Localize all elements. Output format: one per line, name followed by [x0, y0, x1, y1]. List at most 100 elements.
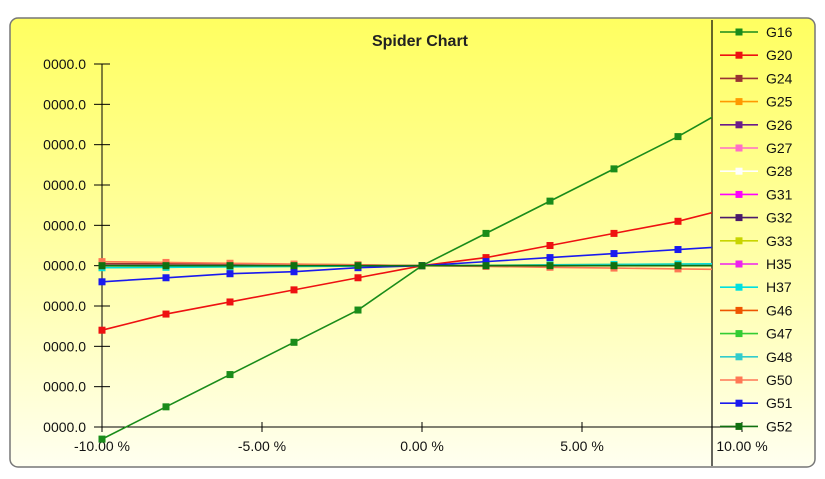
legend-label: H37 [766, 279, 792, 295]
data-point-g20 [226, 298, 234, 306]
legend-label: G31 [766, 186, 793, 202]
legend-swatch-marker [735, 306, 743, 314]
legend-label: G28 [766, 163, 793, 179]
data-point-g16 [610, 165, 618, 173]
legend-label: G16 [766, 24, 793, 40]
legend-swatch-marker [735, 283, 743, 291]
data-point-g52 [290, 262, 298, 270]
legend-swatch-marker [735, 214, 743, 222]
legend-label: G32 [766, 210, 793, 226]
data-point-g51 [674, 246, 682, 254]
data-point-g51 [162, 274, 170, 282]
legend-item-g16: G16 [720, 24, 793, 40]
legend-item-g47: G47 [720, 326, 793, 342]
data-point-g20 [546, 242, 554, 249]
chart-background [9, 17, 816, 468]
data-point-g52 [98, 262, 106, 270]
legend-label: G51 [766, 395, 793, 411]
legend-label: G52 [766, 418, 793, 434]
legend-swatch-marker [735, 376, 743, 384]
data-point-g51 [610, 250, 618, 258]
data-point-g20 [290, 286, 298, 294]
data-point-g52 [418, 262, 426, 270]
data-point-g16 [482, 229, 490, 237]
legend-label: G46 [766, 302, 793, 318]
x-tick-label: 0.00 % [400, 438, 444, 454]
legend-label: G33 [766, 233, 793, 249]
legend-swatch-marker [735, 167, 743, 175]
legend-swatch-marker [735, 144, 743, 152]
data-point-g52 [482, 262, 490, 270]
legend-item-g31: G31 [720, 186, 793, 202]
x-tick-label: 5.00 % [560, 438, 604, 454]
data-point-g20 [354, 274, 362, 282]
legend-swatch-marker [735, 330, 743, 338]
data-point-g20 [98, 326, 106, 334]
legend-item-g33: G33 [720, 233, 793, 249]
legend-item-g24: G24 [720, 70, 793, 86]
legend-swatch-marker [735, 98, 743, 106]
data-point-g51 [226, 270, 234, 278]
data-point-g51 [546, 254, 554, 262]
y-axis-ticks: 0000.0 0000.0 0000.0 0000.0 0000.0 0000.0 0000… [43, 56, 110, 435]
y-tick-label: 0000.0 [43, 137, 86, 153]
y-tick-label: 0000.0 [43, 379, 86, 395]
legend-label: G24 [766, 70, 793, 86]
y-tick-label: 0000.0 [43, 217, 86, 233]
chart-series [98, 116, 712, 443]
legend-item-g52: G52 [720, 418, 793, 434]
legend-label: G26 [766, 117, 793, 133]
data-point-g16 [354, 306, 362, 314]
data-point-g16 [674, 133, 682, 141]
x-tick-label: 10.00 % [716, 438, 767, 454]
data-point-g51 [98, 278, 106, 286]
y-tick-label: 0000.0 [43, 419, 86, 435]
data-point-g20 [610, 229, 618, 237]
data-point-g16 [226, 371, 234, 379]
legend-item-g25: G25 [720, 94, 793, 110]
legend-swatch-marker [735, 399, 743, 407]
legend-label: G25 [766, 94, 793, 110]
legend-item-g48: G48 [720, 349, 793, 365]
data-point-g50 [98, 258, 106, 266]
legend-item-g28: G28 [720, 163, 793, 179]
data-point-g20 [162, 310, 170, 318]
data-point-g52 [354, 262, 362, 270]
x-tick-label: -10.00 % [74, 438, 130, 454]
y-tick-label: 0000.0 [43, 96, 86, 112]
legend-swatch-marker [735, 353, 743, 361]
data-point-g16 [290, 338, 298, 346]
legend-label: G50 [766, 372, 793, 388]
data-point-g52 [546, 262, 554, 270]
legend-swatch-marker [735, 237, 743, 245]
legend-item-g46: G46 [720, 302, 793, 318]
data-point-g20 [674, 217, 682, 225]
legend-label: G27 [766, 140, 793, 156]
y-tick-label: 0000.0 [43, 338, 86, 354]
data-point-g52 [226, 262, 234, 270]
legend-label: G20 [766, 47, 793, 63]
legend-swatch-marker [735, 121, 743, 129]
data-point-g16 [162, 403, 170, 411]
legend-swatch-marker [735, 260, 743, 268]
legend-swatch-marker [735, 422, 743, 430]
y-tick-label: 0000.0 [43, 298, 86, 314]
data-point-g51 [482, 258, 490, 266]
data-point-g51 [290, 268, 298, 276]
legend-swatch-marker [735, 51, 743, 59]
legend: G16 G20 G24 G25 G26 G27 G28 G31 G32 G33 H35 H37 G46 G… [720, 24, 793, 434]
legend-item-g32: G32 [720, 210, 793, 226]
data-point-g52 [674, 262, 682, 270]
legend-item-g26: G26 [720, 117, 793, 133]
legend-item-h37: H37 [720, 279, 792, 295]
legend-label: G47 [766, 326, 793, 342]
x-tick-label: -5.00 % [238, 438, 286, 454]
data-point-g16 [546, 197, 554, 205]
y-tick-label: 0000.0 [43, 258, 86, 274]
legend-item-g50: G50 [720, 372, 793, 388]
legend-swatch-marker [735, 28, 743, 36]
data-point-g52 [610, 262, 618, 270]
data-point-g20 [482, 254, 490, 262]
legend-label: G48 [766, 349, 793, 365]
